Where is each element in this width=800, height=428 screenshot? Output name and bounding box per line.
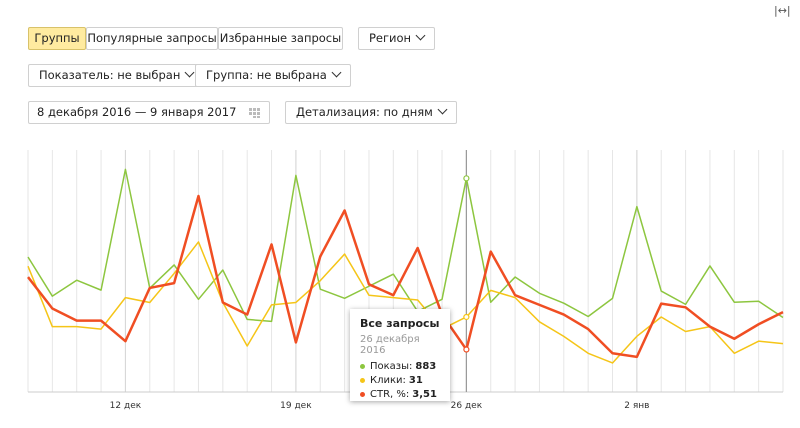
hover-point [463, 313, 470, 321]
legend-dot [360, 391, 365, 397]
tooltip-row: Клики: 31 [360, 375, 440, 386]
tab[interactable]: Избранные запросы [218, 27, 343, 50]
series-name: CTR, %: [370, 389, 410, 400]
expand-icon[interactable]: |↔| [774, 4, 791, 17]
hover-point [463, 175, 470, 182]
detail-select[interactable]: Детализация: по дням [285, 101, 457, 124]
hover-point [463, 346, 470, 353]
tab[interactable]: Группы [28, 27, 86, 50]
series-name: Показы: [370, 361, 413, 372]
region-button[interactable]: Регион [358, 27, 436, 50]
metric-select[interactable]: Показатель: не выбран [28, 64, 205, 87]
tab[interactable]: Популярные запросы [86, 27, 218, 50]
legend-dot [360, 363, 365, 369]
tooltip: Все запросы 26 декабря 2016 Показы: 883 Кл… [350, 309, 450, 401]
legend-dot [360, 377, 365, 383]
tooltip-row: CTR, %: 3,51 [360, 389, 440, 400]
tooltip-rows: Показы: 883 Клики: 31 CTR, %: 3,51 [360, 361, 440, 400]
label: Показатель: не выбран [39, 68, 181, 82]
date-input[interactable]: 8 декабря 2016 — 9 января 2017 [28, 101, 270, 124]
series-value: 3,51 [412, 389, 437, 400]
series-line [27, 168, 784, 323]
label: Группа: не выбрана [206, 68, 327, 82]
tooltip-title: Все запросы [360, 317, 440, 330]
series-value: 883 [415, 361, 437, 372]
series-line [27, 241, 784, 364]
label: Регион [369, 31, 412, 45]
label: 8 декабря 2016 — 9 января 2017 [37, 105, 237, 119]
calendar-icon [249, 108, 260, 118]
x-tick-label: 2 янв [624, 401, 649, 411]
x-tick-label: 12 дек [110, 401, 142, 411]
x-tick-label: 19 дек [280, 401, 312, 411]
x-tick-label: 26 дек [451, 401, 483, 411]
group-select[interactable]: Группа: не выбрана [195, 64, 351, 87]
series-value: 31 [408, 375, 423, 386]
series-name: Клики: [370, 375, 406, 386]
series-line [27, 194, 784, 359]
label: Детализация: по дням [296, 105, 433, 119]
tooltip-row: Показы: 883 [360, 361, 440, 372]
tooltip-date: 26 декабря 2016 [360, 334, 420, 356]
